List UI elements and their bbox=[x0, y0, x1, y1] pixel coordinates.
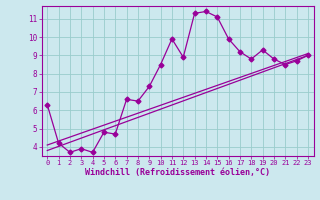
X-axis label: Windchill (Refroidissement éolien,°C): Windchill (Refroidissement éolien,°C) bbox=[85, 168, 270, 177]
